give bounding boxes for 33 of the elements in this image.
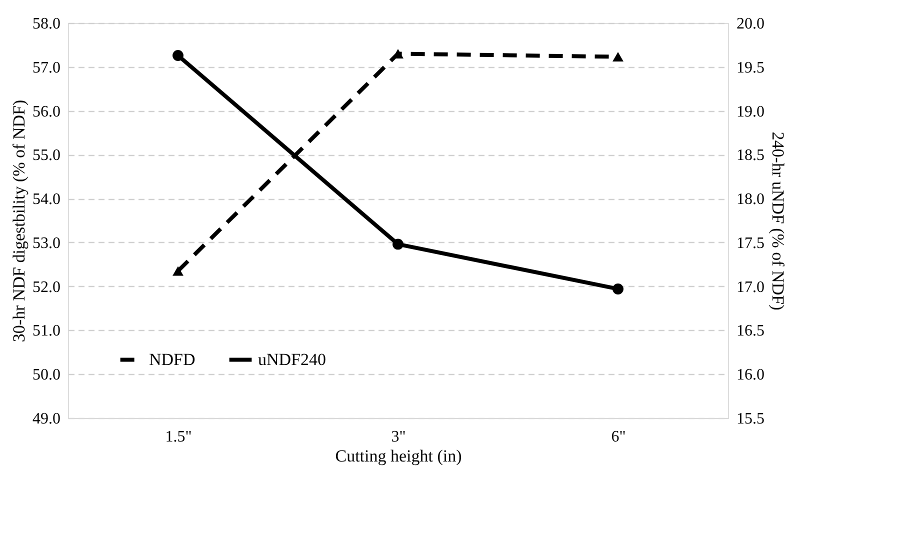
point — [172, 266, 184, 276]
y2-tick-label: 16.0 — [736, 366, 764, 384]
y2-tick-label: 17.5 — [736, 234, 764, 252]
x-tick-label: 6" — [611, 428, 626, 446]
y-tick-label: 54.0 — [32, 191, 60, 208]
y-tick-label: 57.0 — [32, 59, 60, 76]
y2-tick-label: 16.5 — [736, 322, 764, 340]
y-tick-label: 49.0 — [32, 410, 60, 428]
y-tick-label: 56.0 — [32, 103, 60, 120]
y2-axis-title: 240-hr uNDF (% of NDF) — [768, 132, 788, 310]
legend-label: NDFD — [149, 350, 196, 369]
y2-tick-label: 17.0 — [736, 278, 764, 296]
y2-tick-label: 19.5 — [736, 59, 764, 76]
y-axis-title: 30-hr NDF digestbility (% of NDF) — [10, 100, 28, 342]
point — [612, 52, 624, 62]
y2-tick-label: 20.0 — [736, 16, 764, 32]
y2-tick-label: 18.0 — [736, 191, 764, 208]
y2-tick-label: 18.5 — [736, 147, 764, 164]
y-tick-label: 53.0 — [32, 234, 60, 252]
y-tick-label: 51.0 — [32, 322, 60, 340]
y-tick-label: 55.0 — [32, 147, 60, 164]
y2-tick-label: 19.0 — [736, 103, 764, 120]
y2-tick-label: 15.5 — [736, 410, 764, 428]
point — [392, 238, 404, 250]
point — [612, 284, 624, 294]
y-tick-label: 52.0 — [32, 278, 60, 296]
x-tick-label: 3" — [391, 428, 406, 446]
x-axis-title: Cutting height (in) — [335, 446, 462, 466]
x-tick-label: 1.5" — [165, 428, 192, 446]
y-tick-label: 50.0 — [32, 366, 60, 384]
legend-label: uNDF240 — [258, 350, 326, 369]
point — [172, 50, 184, 61]
y-tick-label: 58.0 — [32, 16, 60, 32]
